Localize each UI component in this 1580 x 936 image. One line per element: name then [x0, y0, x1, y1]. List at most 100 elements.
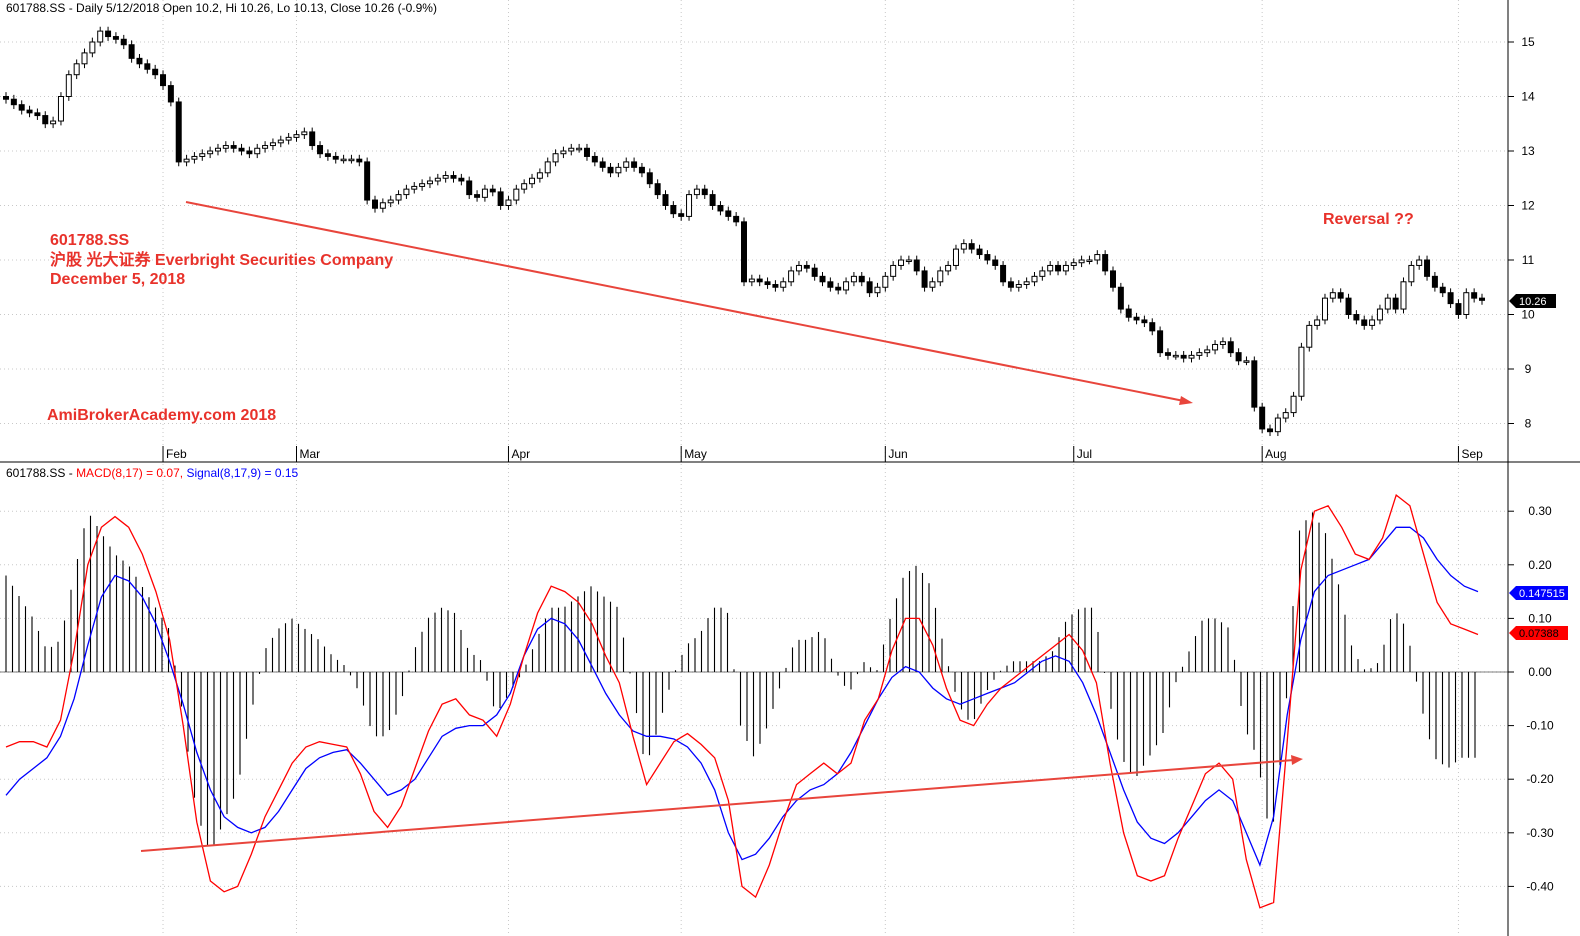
macd-header: 601788.SS - MACD(8,17) = 0.07, Signal(8,… [6, 466, 299, 480]
candle [866, 277, 873, 298]
candle [725, 206, 732, 221]
candle [1172, 351, 1179, 360]
candle [1110, 266, 1116, 292]
candle [544, 157, 551, 178]
candle [120, 34, 127, 50]
candle [207, 146, 214, 159]
candle [709, 190, 716, 210]
price-header-info: - Daily 5/12/2018 Open 10.2, Hi 10.26, L… [65, 1, 437, 15]
macd-y-tick-label: 0.00 [1528, 665, 1552, 679]
candle [183, 154, 190, 167]
candle [1102, 250, 1109, 276]
signal-line [5, 526, 1479, 867]
candle [992, 255, 999, 270]
candle [1125, 304, 1132, 322]
candle [1204, 345, 1211, 358]
candle [1353, 310, 1360, 325]
candle [646, 168, 653, 189]
x-tick-label: Sep [1461, 447, 1483, 461]
candle [152, 64, 159, 80]
candle [73, 59, 80, 80]
candle [1471, 288, 1478, 303]
candle [898, 255, 905, 270]
candle [57, 92, 64, 126]
candle [764, 277, 771, 289]
candle [230, 141, 237, 153]
candle [631, 157, 638, 172]
candle [372, 195, 378, 213]
candle [576, 143, 583, 153]
candle [1157, 326, 1164, 358]
candle [238, 143, 245, 156]
x-tick-label: Feb [166, 447, 187, 461]
macd-value: 0.07388 [1519, 628, 1559, 640]
candle [1274, 413, 1281, 437]
candle [1314, 315, 1321, 330]
candle [50, 116, 57, 129]
macd-y-axis: -0.40 -0.30 -0.20 -0.10 0.00 0.10 0.20 0.30 [1508, 504, 1554, 893]
candle [81, 48, 88, 69]
price-y-tick-label: 13 [1521, 144, 1535, 158]
candle [175, 97, 182, 167]
candle [411, 182, 418, 194]
annotation-symbol: 601788.SS [50, 232, 130, 249]
candle [536, 168, 543, 183]
annotation-watermark: AmiBrokerAcademy.com 2018 [47, 407, 276, 424]
candle [26, 105, 33, 118]
candle [905, 255, 912, 265]
candle [426, 176, 433, 189]
candle [293, 130, 300, 142]
x-tick-label: Jun [888, 447, 907, 461]
candle [199, 149, 206, 161]
x-tick-label: Jul [1077, 447, 1092, 461]
candle [1376, 304, 1383, 325]
candle [552, 149, 559, 167]
candle [285, 133, 292, 145]
price-y-tick-label: 9 [1525, 362, 1532, 376]
macd-header-symbol: 601788.SS - [6, 466, 76, 480]
candle [105, 26, 112, 41]
candle [458, 173, 465, 186]
candle [662, 190, 669, 210]
candle [591, 152, 598, 167]
candle [1479, 293, 1485, 305]
candle [136, 53, 143, 69]
candle [858, 271, 865, 287]
macd-histogram [5, 512, 1476, 847]
candle [929, 277, 936, 292]
candle [803, 261, 810, 273]
candle [1416, 255, 1423, 270]
candle [1023, 277, 1030, 289]
candle [670, 201, 677, 219]
candle [1337, 288, 1344, 303]
candle [1007, 277, 1014, 292]
candle [379, 198, 386, 213]
candle [481, 184, 488, 202]
candle [529, 173, 536, 189]
candle [97, 26, 104, 47]
candle [654, 179, 661, 199]
candle [513, 184, 520, 205]
candle [42, 111, 49, 129]
macd-header-signal: Signal(8,17,9) = 0.15 [186, 466, 298, 480]
candle [144, 59, 151, 74]
candle [324, 149, 331, 161]
candle [937, 266, 944, 287]
candle [1282, 408, 1289, 423]
candle [1078, 255, 1085, 268]
candle [1188, 351, 1195, 363]
candle [65, 70, 72, 101]
candle [560, 146, 567, 159]
candle [3, 92, 9, 104]
candle [1447, 288, 1454, 308]
candle [167, 81, 174, 107]
candle [301, 127, 308, 140]
candle [277, 135, 284, 148]
candle [1000, 261, 1007, 287]
x-tick-label: Aug [1265, 447, 1286, 461]
candle [1384, 293, 1391, 314]
candle [1055, 261, 1062, 276]
candle [474, 190, 481, 202]
